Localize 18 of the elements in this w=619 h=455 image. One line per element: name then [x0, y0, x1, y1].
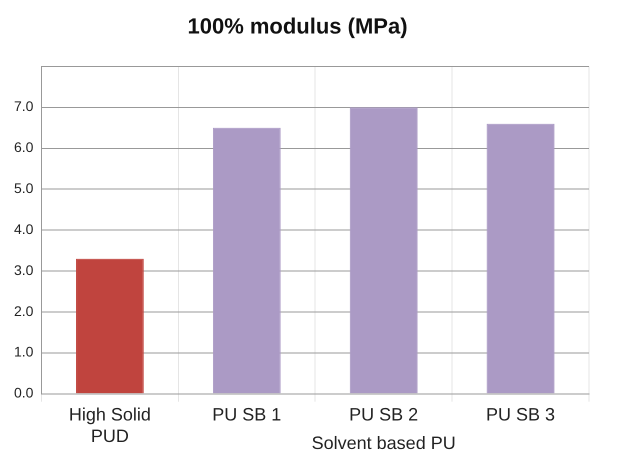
- y-tick-label: 1.0: [14, 344, 34, 360]
- x-tick-label: PU SB 3: [486, 404, 556, 425]
- y-tick-label: 2.0: [14, 302, 34, 319]
- y-tick-label: 0.0: [14, 384, 34, 401]
- y-tick-label: 4.0: [14, 220, 34, 237]
- chart-title: 100% modulus (MPa): [187, 13, 408, 38]
- bar: [486, 124, 554, 394]
- y-tick-label: 3.0: [14, 262, 34, 278]
- x-tick-label: PU SB 1: [212, 404, 282, 425]
- x-tick-label: PU SB 2: [349, 404, 418, 425]
- bar: [350, 107, 418, 394]
- bar: [76, 258, 144, 394]
- y-tick-label: 6.0: [14, 139, 34, 156]
- x-tick-label: High Solid PUD: [68, 404, 151, 446]
- y-tick-label: 7.0: [14, 98, 34, 114]
- bar: [212, 128, 281, 394]
- y-tick-label: 5.0: [14, 180, 34, 196]
- text: Solvent based PU: [312, 432, 456, 453]
